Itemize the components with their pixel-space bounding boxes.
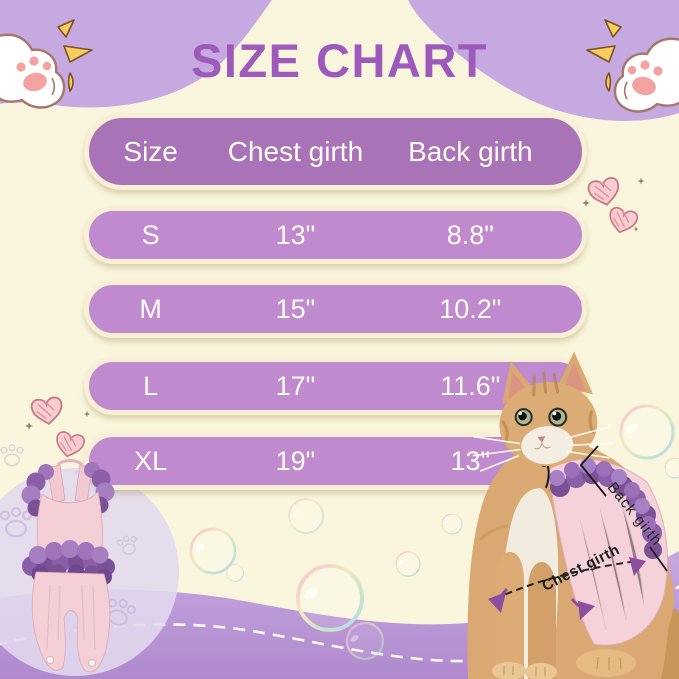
- size-cell: S: [141, 219, 160, 250]
- chest-cell: 17": [275, 370, 316, 401]
- sparkle-triangles: [57, 19, 622, 92]
- header-back-girth: Back girth: [408, 135, 533, 167]
- cat-eyes: [514, 407, 568, 427]
- table-row-l: L 17" 11.6": [84, 357, 587, 415]
- back-cell: 11.6": [440, 370, 501, 401]
- back-cell: 8.8": [446, 219, 494, 250]
- back-cell: 10.2": [439, 293, 502, 324]
- header-chest-girth: Chest girth: [227, 135, 364, 167]
- table-row-m: M 15" 10.2": [84, 280, 587, 338]
- back-girth-line: [579, 445, 668, 572]
- table-header-row: Size Chest girth Back girth: [84, 113, 587, 190]
- size-cell: XL: [134, 445, 168, 476]
- page-title: SIZE CHART: [191, 34, 488, 87]
- size-cell: M: [139, 293, 162, 324]
- chest-girth-line: [494, 560, 638, 600]
- chest-cell: 19": [275, 445, 316, 476]
- size-cell: L: [143, 370, 159, 401]
- chest-cell: 13": [275, 219, 316, 250]
- table-row-s: S 13" 8.8": [84, 206, 587, 264]
- chest-cell: 15": [275, 293, 316, 324]
- product-garment-photo: [21, 459, 115, 673]
- cat-photo: [467, 351, 679, 679]
- header-size: Size: [123, 135, 178, 167]
- measure-arrow: [488, 557, 646, 620]
